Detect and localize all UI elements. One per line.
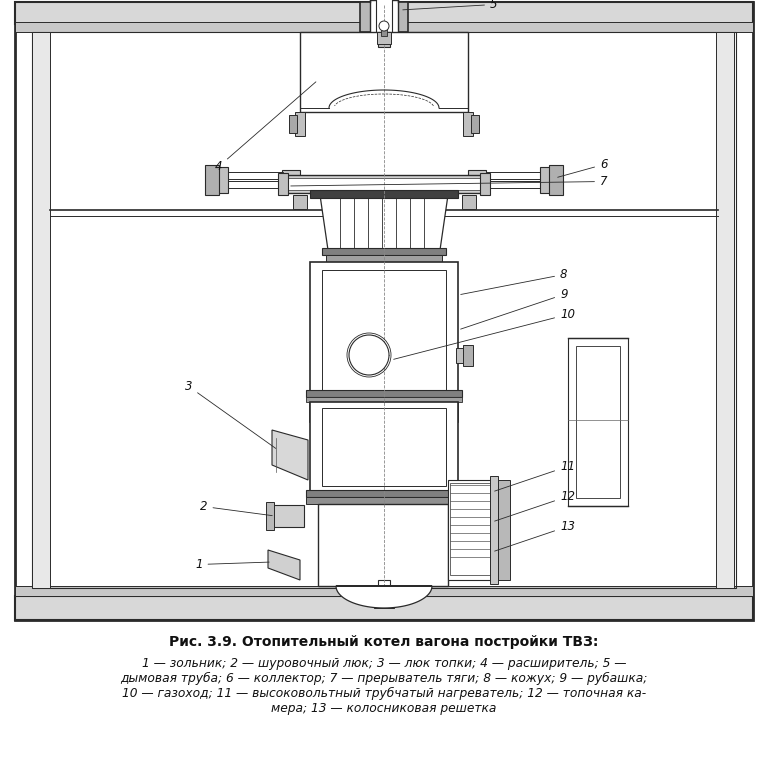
Bar	[310, 402, 458, 492]
Bar	[306, 490, 462, 497]
Bar	[293, 195, 307, 209]
Bar	[498, 480, 510, 580]
Bar	[486, 181, 541, 188]
Text: 9: 9	[461, 288, 568, 329]
Bar	[266, 502, 274, 530]
Bar	[463, 345, 473, 366]
Bar	[306, 390, 462, 397]
Text: 4: 4	[215, 82, 316, 173]
Bar	[310, 262, 458, 422]
Bar	[480, 173, 490, 195]
Bar	[568, 338, 628, 506]
Bar	[282, 170, 300, 190]
Bar	[326, 255, 442, 262]
Bar	[32, 32, 736, 588]
Bar	[381, 28, 387, 36]
Text: 10: 10	[394, 308, 575, 359]
Bar	[456, 348, 464, 363]
Bar	[370, 0, 398, 35]
Bar	[576, 346, 620, 498]
Bar	[15, 2, 753, 620]
Text: 13: 13	[495, 520, 575, 551]
Bar	[378, 32, 390, 47]
Bar	[295, 112, 305, 136]
Text: 3: 3	[185, 380, 276, 448]
Polygon shape	[268, 550, 300, 580]
Bar	[218, 167, 228, 193]
Bar	[318, 504, 448, 586]
Bar	[322, 408, 446, 486]
Text: 10 — газоход; 11 — высоковольтный трубчатый нагреватель; 12 — топочная ка-: 10 — газоход; 11 — высоковольтный трубча…	[122, 687, 646, 700]
Text: 8: 8	[461, 268, 568, 294]
Bar	[448, 480, 493, 580]
Bar	[15, 596, 753, 620]
Bar	[270, 505, 304, 527]
Text: 5: 5	[402, 0, 498, 11]
Bar	[471, 115, 479, 133]
Bar	[490, 476, 498, 584]
Bar	[285, 178, 483, 190]
Bar	[289, 115, 297, 133]
Bar	[463, 112, 473, 136]
Bar	[32, 32, 50, 588]
Polygon shape	[336, 586, 432, 608]
Circle shape	[379, 21, 389, 31]
Bar	[15, 586, 753, 596]
Bar	[716, 32, 734, 588]
Bar	[322, 270, 446, 414]
Bar	[300, 32, 468, 112]
Polygon shape	[320, 195, 448, 250]
Bar	[205, 165, 219, 195]
Text: 1 — зольник; 2 — шуровочный люк; 3 — люк топки; 4 — расширитель; 5 —: 1 — зольник; 2 — шуровочный люк; 3 — люк…	[142, 657, 626, 670]
Bar	[15, 2, 753, 24]
Bar	[278, 173, 288, 195]
Text: 1: 1	[195, 558, 270, 571]
Bar	[360, 2, 408, 32]
Bar	[376, 0, 392, 35]
Bar	[378, 580, 390, 606]
Bar	[374, 596, 394, 608]
Bar	[15, 22, 753, 32]
Bar	[306, 397, 462, 402]
Bar	[282, 175, 486, 193]
Bar	[450, 483, 491, 575]
Bar	[306, 497, 462, 504]
Bar	[310, 190, 458, 198]
Bar	[322, 248, 446, 255]
Bar	[468, 170, 486, 190]
Bar	[227, 181, 283, 188]
Bar	[227, 172, 283, 179]
Text: 2: 2	[200, 500, 272, 515]
Text: 12: 12	[495, 490, 575, 521]
Bar	[540, 167, 550, 193]
Bar	[377, 32, 391, 44]
Bar	[486, 172, 541, 179]
Text: дымовая труба; 6 — коллектор; 7 — прерыватель тяги; 8 — кожух; 9 — рубашка;: дымовая труба; 6 — коллектор; 7 — прерыв…	[121, 672, 647, 685]
Circle shape	[349, 335, 389, 375]
Bar	[462, 195, 476, 209]
Polygon shape	[272, 430, 308, 480]
Text: мера; 13 — колосниковая решетка: мера; 13 — колосниковая решетка	[271, 702, 497, 715]
Text: Рис. 3.9. Отопительный котел вагона постройки ТВЗ:: Рис. 3.9. Отопительный котел вагона пост…	[169, 635, 599, 649]
Text: 11: 11	[495, 460, 575, 491]
Bar	[549, 165, 563, 195]
Text: 6: 6	[558, 158, 607, 177]
Text: 7: 7	[291, 175, 607, 188]
